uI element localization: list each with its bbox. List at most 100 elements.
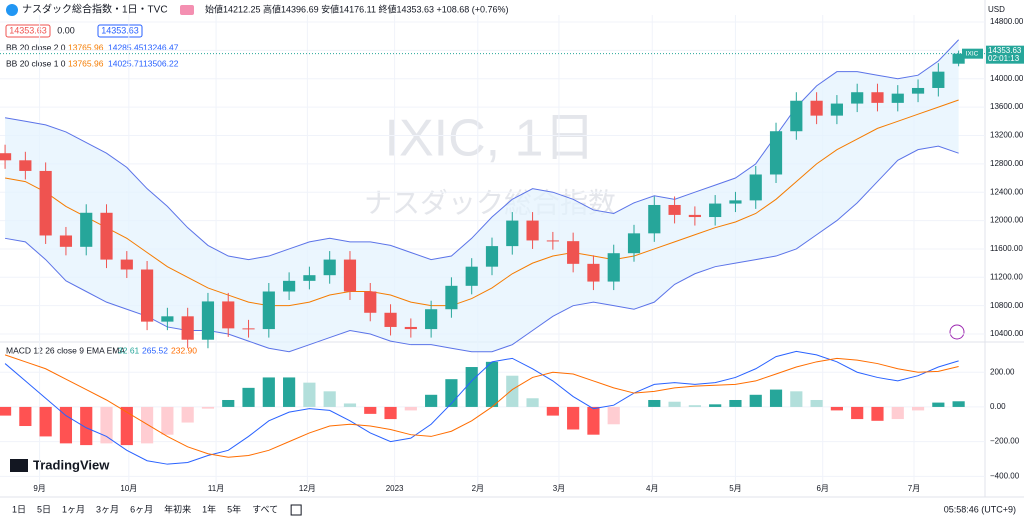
histogram-bar — [201, 406, 215, 409]
x-tick-label: 9月 — [33, 484, 45, 493]
watermark-title: IXIC, 1日 — [385, 110, 596, 168]
histogram-bar — [911, 406, 925, 411]
histogram-bar — [39, 406, 52, 437]
y-tick-label: 11200.00 — [990, 272, 1023, 281]
candle-body — [343, 259, 357, 292]
macd-legend-value: 265.52 — [142, 345, 168, 355]
bb-lower — [4, 145, 959, 353]
buy-badge[interactable] — [97, 24, 143, 38]
candle-body — [648, 204, 661, 234]
bb-legend-value: 13765.96 — [68, 58, 104, 68]
histogram-bar — [303, 382, 316, 407]
y-tick-label: 10400.00 — [990, 329, 1024, 338]
symbol-tag-text: IXIC — [966, 50, 979, 57]
histogram-bar — [465, 367, 478, 407]
symbol[interactable]: ナスダック総合指数・1日・TVC — [22, 3, 168, 16]
histogram-bar — [404, 406, 417, 411]
y-tick-label: 14000.00 — [990, 74, 1024, 83]
replay-icon[interactable] — [290, 504, 302, 516]
candle-body — [19, 160, 32, 171]
range-button[interactable]: 1ヶ月 — [62, 504, 85, 514]
histogram-bar — [952, 401, 965, 407]
histogram-bar — [0, 406, 12, 416]
histogram-bar — [141, 406, 154, 444]
histogram-bar — [567, 406, 580, 430]
x-tick-label: 4月 — [646, 484, 658, 493]
histogram-bar — [891, 406, 904, 420]
candle-body — [465, 266, 478, 286]
candle-body — [404, 326, 417, 330]
histogram-bar — [19, 406, 32, 427]
ohlc: 始値14212.25 高値14396.69 安値14176.11 終値14353… — [205, 3, 509, 14]
candle-body — [181, 316, 194, 340]
candle-body — [769, 131, 783, 175]
range-button[interactable]: 5年 — [227, 503, 241, 514]
x-tick-label: 2月 — [472, 484, 484, 493]
y-tick-label: 12400.00 — [990, 187, 1024, 196]
symbol-icon[interactable] — [6, 4, 18, 16]
event-icon[interactable] — [949, 324, 965, 340]
spread: 0.00 — [57, 25, 75, 35]
histogram-bar — [749, 394, 762, 407]
y-tick-label: 200.00 — [990, 367, 1015, 376]
histogram-bar — [830, 406, 843, 411]
candle-body — [810, 100, 823, 116]
histogram-bar — [100, 406, 113, 444]
range-button[interactable]: 1年 — [202, 503, 216, 514]
range-button[interactable]: 1日 — [12, 504, 26, 514]
candle-body — [364, 291, 377, 313]
y-tick-label: 14800.00 — [990, 17, 1024, 26]
histogram-bar — [120, 406, 133, 446]
price-tag — [986, 45, 1024, 64]
histogram-bar — [80, 406, 93, 446]
candle-body — [668, 204, 681, 215]
y-tick-label: 11600.00 — [990, 244, 1023, 253]
candle-body — [445, 285, 458, 310]
histogram-bar — [871, 406, 884, 421]
range-button[interactable]: すべて — [252, 504, 278, 514]
logo-icon — [10, 459, 28, 472]
range-button[interactable]: 3ヶ月 — [96, 504, 119, 514]
bb-legend-value: 13765.96 — [68, 42, 104, 52]
histogram-bar — [769, 389, 783, 407]
candle-body — [222, 301, 235, 329]
clock: 05:58:46 (UTC+9) — [944, 504, 1016, 514]
histogram-bar — [242, 387, 255, 407]
histogram-bar — [323, 391, 336, 407]
range-button[interactable]: 年初来 — [164, 503, 191, 514]
histogram-bar — [506, 375, 519, 407]
bb-legend: BB 20 close 2 0 — [6, 42, 66, 52]
candle-body — [39, 170, 52, 236]
candle-body — [283, 280, 296, 292]
sell-badge[interactable] — [5, 24, 51, 38]
logo: TradingView — [33, 457, 110, 472]
histogram-bar — [932, 402, 945, 407]
x-tick-label: 5月 — [729, 484, 741, 493]
histogram-bar — [161, 406, 174, 435]
buy-price[interactable]: 14353.63 — [101, 25, 139, 35]
candle-body — [100, 212, 113, 260]
x-tick-label: 10月 — [120, 484, 137, 493]
bb-legend-value: 13246.47 — [143, 42, 179, 52]
y-tick-label: 10800.00 — [990, 301, 1024, 310]
candle-body — [607, 253, 620, 282]
x-tick-label: 11月 — [208, 484, 224, 493]
candle-body — [932, 71, 945, 88]
candle-body — [851, 92, 864, 104]
candle-body — [323, 259, 336, 276]
flag[interactable] — [180, 5, 194, 15]
histogram-bar — [485, 361, 499, 407]
histogram-bar — [709, 404, 722, 407]
histogram-bar — [283, 377, 296, 407]
candle-body — [303, 275, 316, 281]
candle-body — [729, 200, 742, 204]
histogram-bar — [790, 391, 803, 407]
candle-body — [790, 100, 803, 132]
y-tick-label: 12800.00 — [990, 159, 1024, 168]
candle-body — [709, 203, 722, 218]
range-button[interactable]: 6ヶ月 — [130, 504, 153, 514]
sell-price[interactable]: 14353.63 — [9, 25, 47, 35]
candle-body — [59, 235, 73, 247]
range-button[interactable]: 5日 — [37, 504, 51, 514]
histogram-bar — [222, 399, 235, 407]
